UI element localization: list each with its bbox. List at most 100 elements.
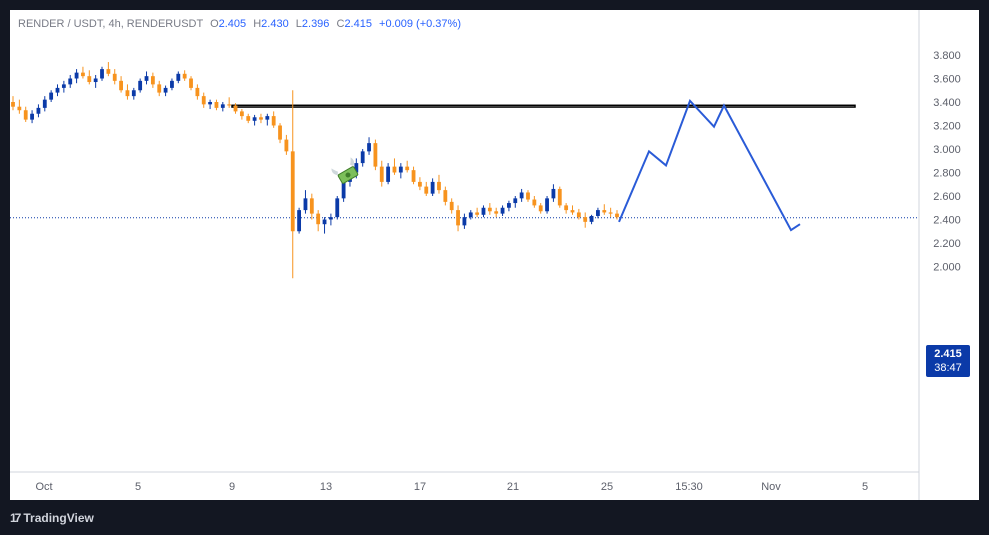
candle-body [367,143,371,152]
symbol-header: RENDER / USDT, 4h, RENDERUSDT O2.405 H2.… [18,18,461,30]
candle-body [360,151,365,164]
candle-body [290,151,295,232]
x-tick-label: 5 [135,481,141,493]
candle [583,212,588,228]
candlestick-chart[interactable]: 2.000 2.200 2.400 2.600 2.800 3.000 3.200 3.400… [10,10,979,500]
candle-body [494,211,499,214]
candle-body [354,163,359,173]
high-label: H [253,18,262,30]
candle [443,186,448,206]
candle [201,92,206,108]
candle-body [30,113,34,120]
chart-area[interactable]: 2.000 2.200 2.400 2.600 2.800 3.000 3.200 3.400… [10,10,979,500]
candle [303,190,308,214]
candle [214,99,219,111]
candle [475,207,480,218]
candle-body [138,80,143,91]
candle [290,90,295,279]
candle-body [55,87,60,93]
candle-body [284,139,289,152]
candle-body [373,143,378,167]
candle [570,205,575,215]
x-tick-label: 21 [507,481,519,493]
candle [271,111,276,128]
y-tick-label: 3.600 [933,74,961,86]
candle-body [424,186,429,194]
candle-body [341,181,346,199]
candle [608,207,613,218]
candle [576,208,581,220]
x-tick-label: 13 [320,481,332,493]
y-tick-label: 3.800 [933,50,961,62]
candle-body [208,102,213,105]
candle-body [437,181,441,191]
open-label: O [210,18,219,30]
candle-body [468,212,473,218]
y-tick-label: 3.400 [933,97,961,109]
candle-body [564,205,569,211]
candle-body [17,106,22,111]
y-tick-label: 2.600 [933,191,961,203]
candle-body [125,90,130,97]
candle-body [170,80,174,88]
y-tick-label: 2.000 [933,262,961,274]
candle [398,163,403,179]
candle [74,69,79,84]
candle [138,78,143,93]
candle [500,205,505,216]
money-with-wings-icon [331,157,359,184]
resistance-level-rectangle[interactable] [231,104,856,108]
candle [176,71,181,84]
candle [119,76,123,93]
candle-body [449,201,454,211]
candle [68,74,73,88]
candle-body [93,78,98,83]
candle-body [513,198,518,204]
candle-body [214,102,219,108]
candle-body [81,72,85,77]
x-tick-label: 9 [229,481,235,493]
candle-body [303,198,308,211]
candle-body [246,116,251,121]
candle [144,71,149,85]
candle-body [481,207,486,215]
candle-body [49,92,54,100]
candle [513,196,518,208]
candle [596,207,600,219]
candle [487,203,492,215]
candle-body [119,80,123,91]
candle-body [475,212,480,215]
candle-body [189,78,193,88]
candle [564,203,569,214]
candle-body [538,205,543,212]
candle [125,84,130,100]
candle-body [252,117,257,121]
candle-body [112,73,117,81]
candle [252,114,257,126]
candle [49,90,54,102]
candle [220,102,225,112]
candle [328,213,333,226]
candle [195,84,200,100]
candle-body [322,219,327,225]
projection-path[interactable] [618,98,801,232]
open-value: 2.405 [218,18,247,30]
x-tick-label: 25 [601,481,613,493]
candle-body [106,69,111,74]
candle-body [519,192,524,199]
candle-body [551,188,556,199]
candle [411,166,416,185]
candle-body [526,192,530,200]
candle [150,72,155,88]
change-value: +0.009 (+0.37%) [379,18,461,30]
candle-body [316,213,321,225]
y-tick-label: 2.400 [933,215,961,227]
x-tick-label: 15:30 [675,481,703,493]
candle-body [68,78,73,85]
candle-body [500,207,505,214]
candle-body [233,105,238,112]
candle [526,190,530,202]
tradingview-logo[interactable]: 17 TradingView [10,510,94,526]
candle-body [11,102,15,107]
x-tick-label: Nov [761,481,781,493]
